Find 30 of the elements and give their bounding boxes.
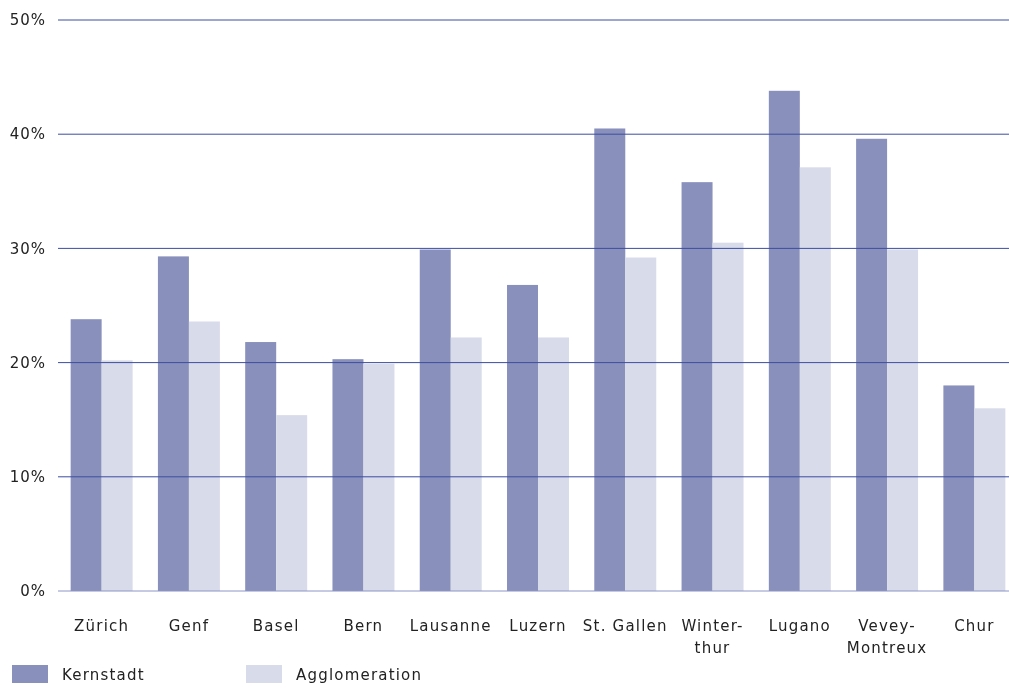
legend-label: Agglomeration [296,666,423,684]
y-tick-label: 10% [9,468,46,487]
legend-label: Kernstadt [62,666,145,684]
x-tick-label: Basel [252,617,300,635]
x-tick-label: Chur [954,617,995,635]
y-tick-label: 40% [9,125,46,144]
x-tick-label: Genf [168,617,210,635]
bar [799,167,831,591]
x-tick-label: Lausanne [409,617,492,635]
bar [712,242,744,591]
x-tick-label: St. Gallen [582,617,668,635]
bar [363,363,395,591]
x-tick-label: Zürich [74,617,130,635]
x-tick-label: Bern [343,617,384,635]
bar [887,249,919,591]
y-tick-label: 20% [9,353,46,372]
y-tick-label: 30% [9,239,46,258]
x-tick-label: Luzern [509,617,567,635]
bar [625,257,657,591]
bar [974,408,1006,591]
bar [450,337,482,591]
bar [101,360,133,591]
bar [538,337,569,591]
x-tick-label: Winter- thur [681,617,744,657]
y-tick-label: 50% [9,11,46,30]
x-tick-label: Vevey- Montreux [846,617,928,657]
x-tick-label: Lugano [768,617,831,635]
bar [188,321,220,591]
bar [276,415,308,591]
y-tick-label: 0% [20,582,46,601]
